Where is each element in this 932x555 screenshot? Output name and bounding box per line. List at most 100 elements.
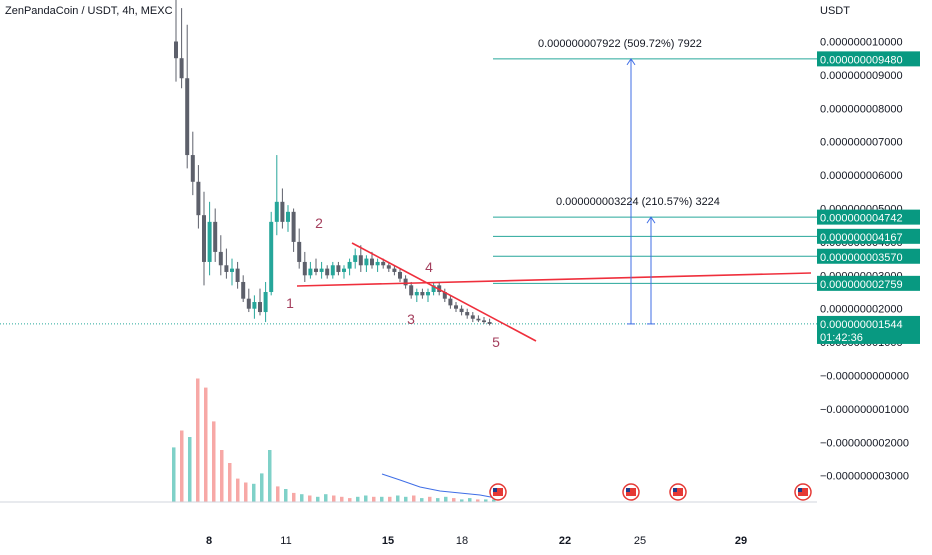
volume-bar (428, 496, 432, 502)
y-tick-label: 0.000000010000 (820, 37, 903, 49)
volume-bar (388, 496, 392, 502)
price-level-badge-label: 0.000000003570 (820, 252, 903, 264)
target-label-1: 0.000000007922 (509.72%) 7922 (538, 38, 702, 50)
y-tick-label: −0.000000002000 (820, 437, 909, 449)
volume-bar (316, 496, 320, 502)
volume-bar (324, 494, 328, 502)
event-flag-icon[interactable] (622, 483, 640, 501)
price-level-badge-label: 0.000000004742 (820, 213, 903, 225)
symbol-title: ZenPandaCoin / USDT, 4h, MEXC (5, 5, 173, 17)
x-tick-label: 11 (280, 535, 291, 547)
volume-bar (220, 450, 224, 502)
volume-bars (0, 378, 817, 503)
candle-body (224, 265, 229, 272)
candle-body (403, 278, 408, 286)
volume-bar (356, 496, 360, 502)
volume-bar (372, 496, 376, 502)
volume-bar (268, 450, 272, 502)
volume-bar (188, 437, 192, 502)
event-flag-stripes (493, 488, 503, 496)
x-tick-label: 25 (634, 535, 646, 547)
price-level-badge-label: 0.000000002759 (820, 279, 903, 291)
candle-body (286, 211, 290, 222)
candle-body (347, 261, 352, 269)
candle-body (319, 268, 324, 272)
measure-arrow-head (646, 216, 656, 224)
candle-body (448, 298, 453, 306)
price-level-badge-label: 0.000000009480 (820, 54, 903, 66)
candle-body (291, 211, 296, 242)
target-label-2: 0.000000003224 (210.57%) 3224 (556, 196, 720, 208)
x-tick-label: 29 (735, 535, 747, 547)
candle-body (358, 255, 363, 266)
x-tick-label: 18 (456, 535, 468, 547)
candle-body (392, 268, 397, 272)
event-flag-icon[interactable] (794, 483, 812, 501)
candle-body (190, 155, 195, 182)
candle-body (336, 265, 341, 272)
volume-bar (484, 499, 488, 502)
candle-body (174, 41, 178, 59)
volume-bar (412, 495, 416, 502)
event-flag-icon[interactable] (669, 483, 687, 501)
event-flag-stripes (798, 488, 808, 496)
price-level-badge-label: 0.000000004167 (820, 232, 903, 244)
event-flag-canton (626, 488, 630, 492)
wave-label-4: 4 (425, 259, 433, 275)
candle-body (207, 221, 212, 262)
y-tick-label: −0.000000003000 (820, 471, 909, 483)
volume-bar (308, 495, 312, 502)
candle-body (414, 292, 419, 296)
time-axis[interactable]: 8 11 15 18 22 25 29 (206, 535, 747, 547)
measure-arrow-head (626, 57, 636, 66)
y-tick-label: 0.000000007000 (820, 137, 903, 149)
volume-bar (196, 378, 200, 502)
candle-body (482, 320, 486, 323)
volume-bar (284, 489, 288, 502)
candle-body (235, 268, 240, 282)
price-badges: 0.000000009480 0.000000004742 0.0000000041… (817, 51, 920, 344)
candlesticks (174, 0, 492, 326)
candle-body (420, 292, 425, 296)
volume-bar (172, 447, 176, 502)
candle-body (269, 221, 274, 292)
volume-bar (492, 499, 496, 502)
x-tick-label: 22 (559, 535, 571, 547)
wave-label-5: 5 (492, 334, 500, 350)
candle-body (213, 221, 218, 252)
candle-body (381, 261, 386, 266)
candle-body (454, 305, 458, 309)
candle-body (375, 261, 380, 266)
candle-body (241, 281, 246, 299)
event-flag-canton (493, 488, 497, 492)
volume-ma-line (381, 473, 497, 499)
event-flag-icon[interactable] (489, 483, 507, 501)
price-level-badge (817, 228, 920, 244)
currency-label: USDT (820, 5, 850, 17)
volume-bar (300, 494, 304, 502)
price-levels (0, 58, 817, 325)
volume-bar (436, 498, 440, 502)
volume-bar (364, 495, 368, 502)
y-tick-label: 0.000000009000 (820, 70, 903, 82)
volume-bar (252, 483, 256, 502)
candle-body (179, 58, 184, 79)
candle-body (252, 302, 257, 309)
candle-body (442, 292, 447, 299)
volume-bar (380, 496, 384, 502)
volume-bar (340, 496, 344, 502)
countdown-label: 01:42:36 (820, 332, 863, 344)
candle-body (314, 268, 318, 272)
volume-bar (332, 495, 336, 502)
candle-body (302, 261, 307, 276)
volume-bar (228, 463, 232, 502)
volume-bar (476, 499, 480, 502)
candle-body (258, 302, 262, 313)
y-tick-label: −0.000000001000 (820, 404, 909, 416)
y-tick-label: 0.000000002000 (820, 304, 903, 316)
candle-body (370, 258, 374, 266)
volume-bar (452, 498, 456, 502)
volume-bar (348, 498, 352, 502)
